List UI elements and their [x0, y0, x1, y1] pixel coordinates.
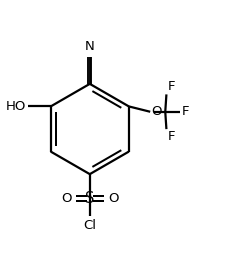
Text: O: O [108, 192, 119, 205]
Text: O: O [151, 105, 162, 118]
Text: F: F [181, 105, 189, 118]
Text: S: S [85, 191, 95, 206]
Text: N: N [85, 40, 95, 53]
Text: F: F [168, 80, 175, 93]
Text: Cl: Cl [83, 219, 96, 232]
Text: F: F [168, 130, 175, 143]
Text: HO: HO [6, 100, 26, 113]
Text: O: O [61, 192, 71, 205]
